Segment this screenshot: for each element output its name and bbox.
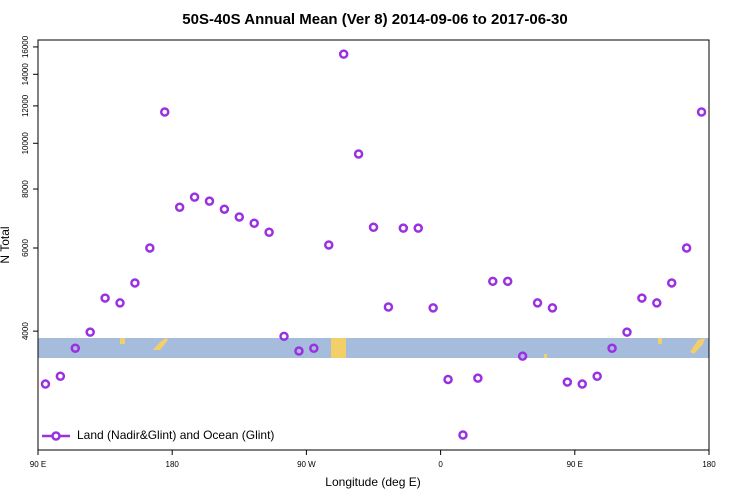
point [577, 379, 588, 389]
point [234, 212, 245, 222]
point [324, 240, 334, 250]
point [219, 204, 230, 214]
point [55, 371, 66, 381]
y-tick-label: 6000 [21, 239, 30, 257]
y-tick-label: 16000 [21, 35, 30, 58]
y-tick-label: 14000 [21, 63, 30, 86]
plot-frame [37, 39, 710, 451]
point [622, 327, 632, 337]
land-patches [120, 338, 705, 358]
y-tick-label: 12000 [21, 94, 30, 117]
point [443, 374, 453, 385]
x-tick-label: 90 W [297, 460, 316, 469]
y-tick-label: 4000 [21, 322, 30, 340]
point [159, 107, 170, 117]
point [547, 303, 558, 313]
point [264, 227, 274, 237]
x-tick-label: 180 [702, 460, 716, 469]
point [652, 298, 662, 308]
point [100, 293, 110, 303]
point [189, 192, 200, 202]
point [502, 276, 513, 287]
point [413, 223, 423, 233]
point [607, 343, 617, 353]
point [681, 243, 692, 253]
point [488, 276, 498, 287]
x-tick-label: 180 [166, 460, 180, 469]
point [309, 343, 319, 353]
point [368, 222, 379, 232]
point [145, 243, 155, 253]
point [592, 371, 602, 381]
ocean-band [38, 338, 709, 358]
point [353, 149, 364, 159]
x-axis-label: Longitude (deg E) [325, 475, 420, 489]
point [115, 298, 125, 308]
point [338, 49, 349, 59]
y-tick-label: 10000 [21, 132, 30, 155]
x-tick-label: 90 E [30, 460, 46, 469]
point [696, 107, 707, 117]
point [70, 343, 81, 353]
legend-label: Land (Nadir&Glint) and Ocean (Glint) [77, 428, 274, 442]
point [383, 302, 394, 312]
point [458, 430, 468, 440]
point [637, 293, 647, 303]
y-tick-label: 8000 [21, 180, 30, 198]
chart-title: 50S-40S Annual Mean (Ver 8) 2014-09-06 t… [182, 11, 567, 28]
point [279, 331, 289, 342]
point [398, 223, 409, 233]
point [130, 278, 140, 288]
x-tick-label: 90 E [567, 460, 583, 469]
point [204, 196, 215, 206]
point [666, 278, 677, 288]
point [517, 351, 528, 361]
point [85, 327, 95, 337]
point [294, 346, 304, 356]
point [562, 377, 573, 387]
point [174, 202, 185, 212]
legend-marker [51, 431, 61, 441]
x-tick-label: 0 [438, 460, 443, 469]
point [428, 303, 438, 313]
y-axis-label: N Total [0, 226, 12, 263]
point [532, 298, 543, 308]
point [249, 218, 259, 229]
point [40, 379, 51, 389]
point [473, 373, 483, 383]
